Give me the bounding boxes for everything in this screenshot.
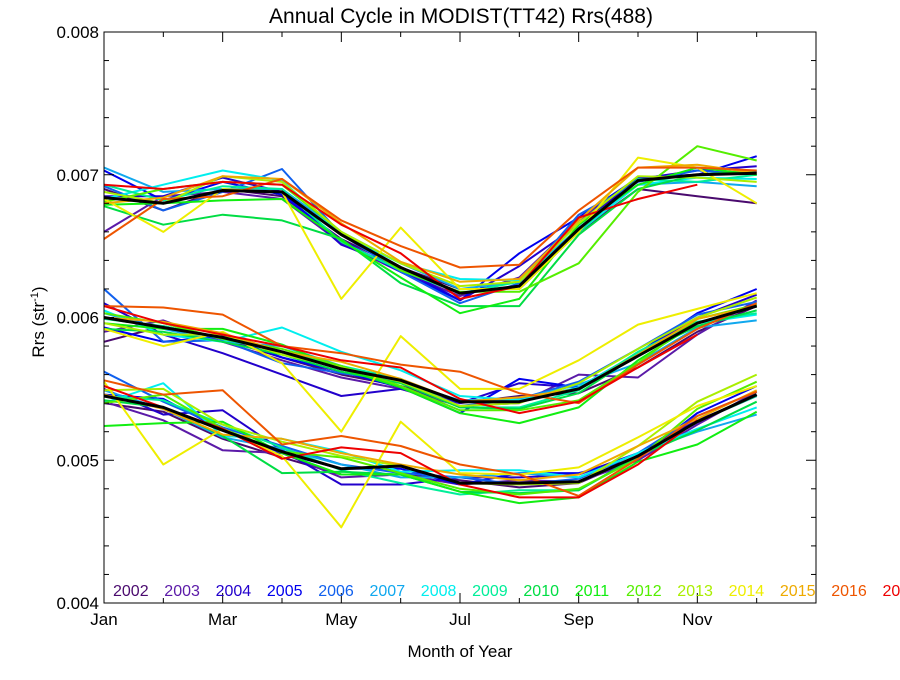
y-tick-label: 0.006: [56, 309, 99, 328]
legend-item-2016: 2016: [831, 583, 867, 600]
x-tick-label: Sep: [564, 610, 594, 629]
legend-item-2012: 2012: [626, 583, 662, 600]
legend-item-2017: 2017: [883, 583, 900, 600]
y-axis-label-close: ): [29, 286, 48, 292]
x-tick-label: Mar: [208, 610, 238, 629]
legend-item-2002: 2002: [113, 583, 149, 600]
chart-title: Annual Cycle in MODIST(TT42) Rrs(488): [269, 5, 653, 28]
legend-item-2006: 2006: [318, 583, 354, 600]
legend-item-2015: 2015: [780, 583, 816, 600]
y-axis-label-main: Rrs (str: [29, 302, 48, 358]
x-tick-label: Nov: [682, 610, 713, 629]
series-line-2017-group-3: [104, 386, 697, 497]
plot-frame: [104, 32, 816, 603]
legend-item-2014: 2014: [729, 583, 765, 600]
legend-item-2010: 2010: [523, 583, 559, 600]
x-tick-label: May: [325, 610, 358, 629]
series-line-2007-group-3: [104, 390, 757, 477]
y-tick-label: 0.008: [56, 23, 99, 42]
legend-item-2005: 2005: [267, 583, 303, 600]
y-tick-label: 0.005: [56, 451, 99, 470]
x-axis-label: Month of Year: [408, 642, 513, 661]
y-tick-label: 0.004: [56, 594, 99, 613]
legend-item-2013: 2013: [677, 583, 713, 600]
legend: 2002 2003 2004 2005 2006 2007 2008 2009 2010 2011…: [113, 583, 900, 600]
legend-item-2004: 2004: [216, 583, 252, 600]
series-line-2002-group-2: [104, 306, 757, 403]
x-tick-label: Jul: [449, 610, 471, 629]
series-line-2008-group-1: [104, 171, 757, 281]
series-line-2017-group-2: [104, 306, 697, 413]
y-axis-label: Rrs (str-1): [29, 286, 48, 357]
plot-lines-layer: [104, 146, 757, 527]
series-line-2015-group-3: [104, 390, 757, 480]
legend-item-2007: 2007: [370, 583, 406, 600]
y-tick-label: 0.007: [56, 166, 99, 185]
legend-item-2003: 2003: [164, 583, 200, 600]
legend-item-2009: 2009: [472, 583, 508, 600]
y-axis-label-sup: -1: [29, 292, 41, 302]
series-line-2011-group-2: [104, 305, 757, 423]
legend-item-2008: 2008: [421, 583, 457, 600]
legend-item-2011: 2011: [575, 583, 610, 600]
